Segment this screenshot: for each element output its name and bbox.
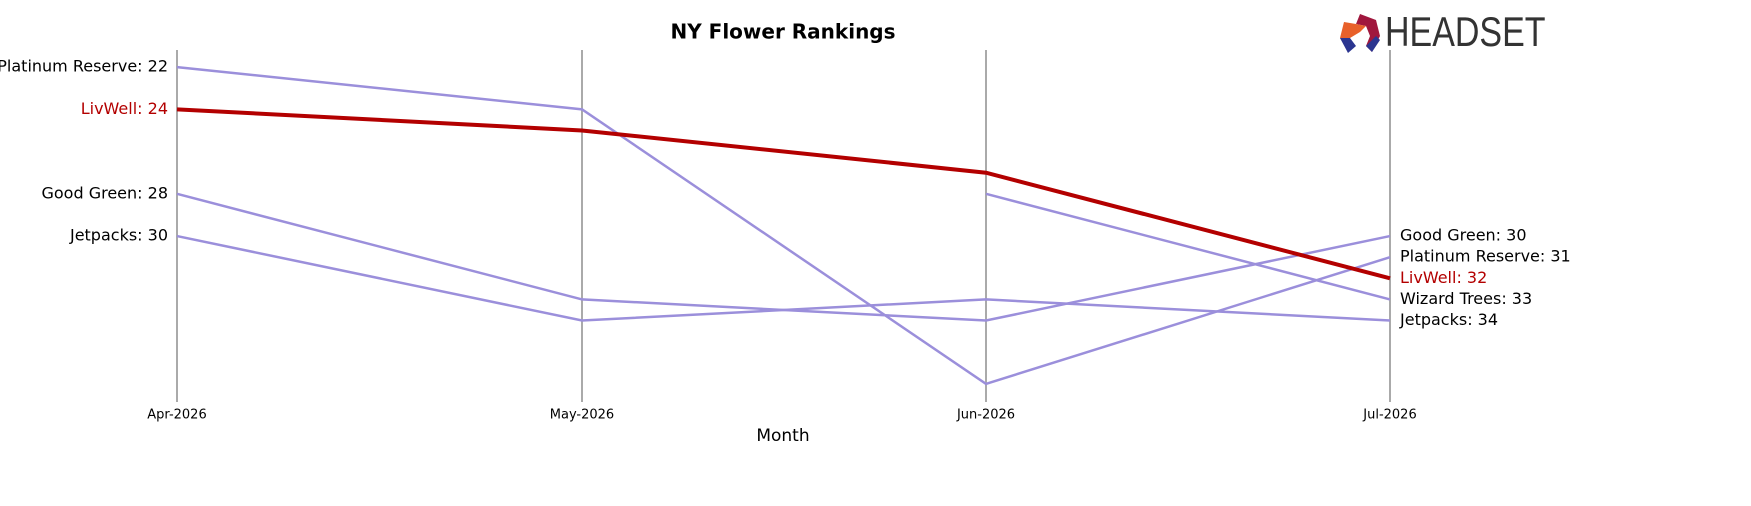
- logo: HEADSET: [1340, 9, 1546, 56]
- x-axis-label: Month: [756, 426, 809, 446]
- data-label: Platinum Reserve: 22: [0, 57, 168, 76]
- series-line: [176, 107, 1391, 281]
- data-label: LivWell: 24: [81, 99, 168, 118]
- data-label: Wizard Trees: 33: [1400, 289, 1532, 308]
- chart-title: NY Flower Rankings: [670, 20, 895, 44]
- data-label: LivWell: 32: [1400, 268, 1487, 287]
- data-label: Jetpacks: 30: [69, 226, 168, 245]
- logo-mark: [1366, 36, 1380, 52]
- data-label: Good Green: 28: [41, 183, 168, 202]
- x-tick-label: Jun-2026: [956, 408, 1015, 423]
- series-line: [176, 234, 1391, 322]
- logo-mark: [1340, 38, 1356, 53]
- x-tick-label: Apr-2026: [147, 408, 206, 423]
- x-tick-label: May-2026: [550, 408, 614, 423]
- logo-text: HEADSET: [1385, 9, 1546, 56]
- data-label: Platinum Reserve: 31: [1400, 247, 1571, 266]
- x-tick-label: Jul-2026: [1362, 408, 1416, 423]
- series-line: [985, 192, 1391, 301]
- data-label: Good Green: 30: [1400, 226, 1527, 245]
- series-line: [176, 65, 1391, 386]
- data-label: Jetpacks: 34: [1399, 310, 1498, 329]
